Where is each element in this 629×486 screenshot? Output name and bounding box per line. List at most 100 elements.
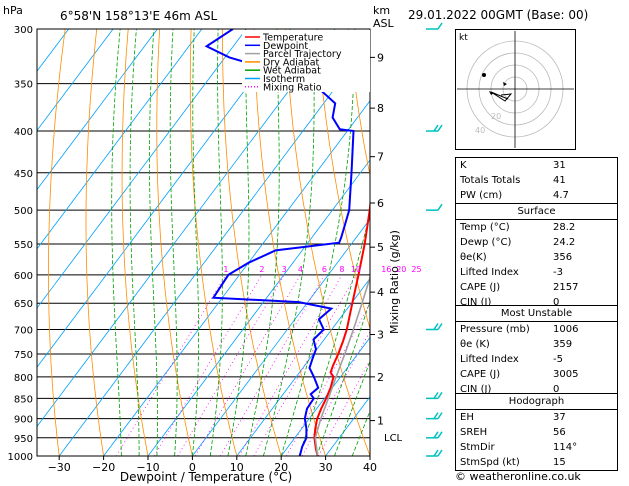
wind-barbs — [426, 22, 443, 457]
isotherm — [37, 29, 203, 250]
dry-adiabat — [189, 29, 238, 456]
mixing-ratio-label: 16 — [381, 265, 391, 274]
wet-adiabat — [111, 29, 122, 456]
pressure-tick-label: 700 — [14, 326, 33, 337]
mixing-ratio-label: 20 — [396, 265, 406, 274]
wet-adiabat — [192, 29, 200, 456]
dry-adiabat — [121, 29, 149, 456]
pressure-tick-label: 850 — [14, 394, 33, 405]
mu-row: CIN (J) 0 — [460, 384, 560, 395]
series-dewpoint — [204, 29, 355, 456]
hodograph: kt 20 40 — [455, 29, 576, 150]
hodograph-unit-label: kt — [459, 33, 468, 43]
wet-adiabat — [129, 29, 140, 456]
mixing-ratio-label: 10 — [351, 265, 361, 274]
wet-adiabat — [149, 29, 158, 456]
surface-row: θe(K) 356 — [460, 252, 573, 263]
wind-barb-flag — [433, 323, 439, 330]
legend-label: Parcel Trajectory — [263, 49, 342, 60]
dry-adiabat — [85, 29, 104, 456]
index-k: K 31 — [460, 160, 566, 171]
wind-barb-flag — [437, 323, 443, 330]
mixing-ratio-label: 3 — [282, 265, 287, 274]
km-tick-label: 6 — [377, 197, 384, 210]
wind-barb-flag — [433, 431, 439, 439]
mu-row: Pressure (mb) 1006 — [460, 324, 579, 335]
surface-table: Surface Temp (°C) 28.2 Dewp (°C) 24.2 θe(K… — [455, 203, 618, 311]
lcl-label: LCL — [384, 433, 403, 444]
pressure-tick-label: 750 — [14, 350, 33, 361]
isotherm — [37, 29, 291, 368]
x-tick-label: −30 — [48, 461, 71, 474]
pressure-tick-label: 600 — [14, 271, 33, 282]
index-pw: PW (cm) 4.7 — [460, 190, 569, 201]
wind-barb-flag — [437, 203, 443, 211]
asl-label: ASL — [373, 17, 395, 30]
x-tick-label: −20 — [92, 461, 115, 474]
wind-barb-flag — [437, 449, 443, 457]
x-tick-label: 10 — [230, 461, 244, 474]
isotherm — [147, 159, 370, 456]
x-tick-label: 40 — [363, 461, 377, 474]
surface-title: Surface — [456, 204, 617, 220]
pressure-tick-label: 350 — [14, 80, 33, 91]
series-lines — [204, 29, 370, 456]
pressure-tick-label: 1000 — [8, 452, 33, 463]
mu-row: Lifted Index -5 — [460, 354, 563, 365]
wet-adiabat — [280, 29, 356, 456]
wind-barb-flag — [433, 412, 439, 420]
wind-barb-flag — [437, 22, 443, 30]
mixing-ratio-line — [238, 274, 343, 456]
dry-adiabat — [285, 29, 370, 456]
pressure-tick-label: 500 — [14, 206, 33, 217]
hodograph-storm-motion-arrow — [503, 82, 507, 86]
mixing-ratio-line — [253, 274, 357, 456]
legend-label: Mixing Ratio — [263, 82, 322, 93]
km-tick-label: 5 — [377, 241, 384, 254]
isotherm — [58, 40, 370, 456]
km-tick-label: 4 — [377, 286, 384, 299]
hodograph-table-title: Hodograph — [456, 394, 617, 410]
legend-label: Temperature — [262, 33, 323, 44]
mixing-ratio-label: 1 — [223, 265, 228, 274]
x-tick-label: −10 — [136, 461, 159, 474]
wet-adiabat — [209, 29, 223, 456]
dry-adiabat — [443, 29, 455, 456]
datetime-title: 29.01.2022 00GMT (Base: 00) — [408, 8, 589, 22]
isotherm — [37, 29, 114, 132]
most-unstable-table: Most Unstable Pressure (mb) 1006 θe (K) 35… — [455, 305, 618, 398]
surface-row: Temp (°C) 28.2 — [460, 222, 576, 233]
pressure-tick-label: 450 — [14, 169, 33, 180]
km-tick-label: 9 — [377, 51, 384, 64]
wind-barb-flag — [437, 431, 443, 439]
mixing-ratio-line — [153, 274, 263, 456]
dry-adiabat — [156, 29, 193, 456]
hodograph-trace — [490, 91, 513, 102]
km-tick-label: 1 — [377, 415, 384, 428]
dry-adiabat — [348, 29, 370, 178]
background-lines — [37, 29, 455, 456]
wind-barb-flag — [437, 124, 443, 132]
mixing-ratio-line — [194, 274, 301, 456]
hodo-row: SREH 56 — [460, 427, 566, 438]
mixing-ratio-line — [285, 303, 370, 456]
x-axis-label: Dewpoint / Temperature (°C) — [120, 470, 292, 484]
pressure-tick-label: 950 — [14, 434, 33, 445]
surface-row: CIN (J) 0 — [460, 297, 560, 308]
mixing-ratio-axis-label: Mixing Ratio (g/kg) — [388, 230, 401, 334]
surface-row: Lifted Index -3 — [460, 267, 563, 278]
wind-barb-flag — [433, 391, 439, 399]
mixing-ratio-label: 2 — [259, 265, 264, 274]
legend-label: Dewpoint — [263, 41, 308, 52]
pressure-tick-label: 300 — [14, 25, 33, 36]
wind-barb-flag — [437, 412, 443, 420]
wet-adiabat — [298, 210, 370, 456]
mixing-ratio-line — [220, 274, 325, 456]
pressure-tick-label: 900 — [14, 415, 33, 426]
isotherm — [236, 277, 370, 456]
series-parcel-trajectory — [314, 274, 370, 456]
isotherm — [103, 100, 370, 456]
isotherm — [280, 336, 370, 456]
legend-label: Wet Adiabat — [263, 66, 321, 77]
plot-frame — [36, 28, 371, 457]
